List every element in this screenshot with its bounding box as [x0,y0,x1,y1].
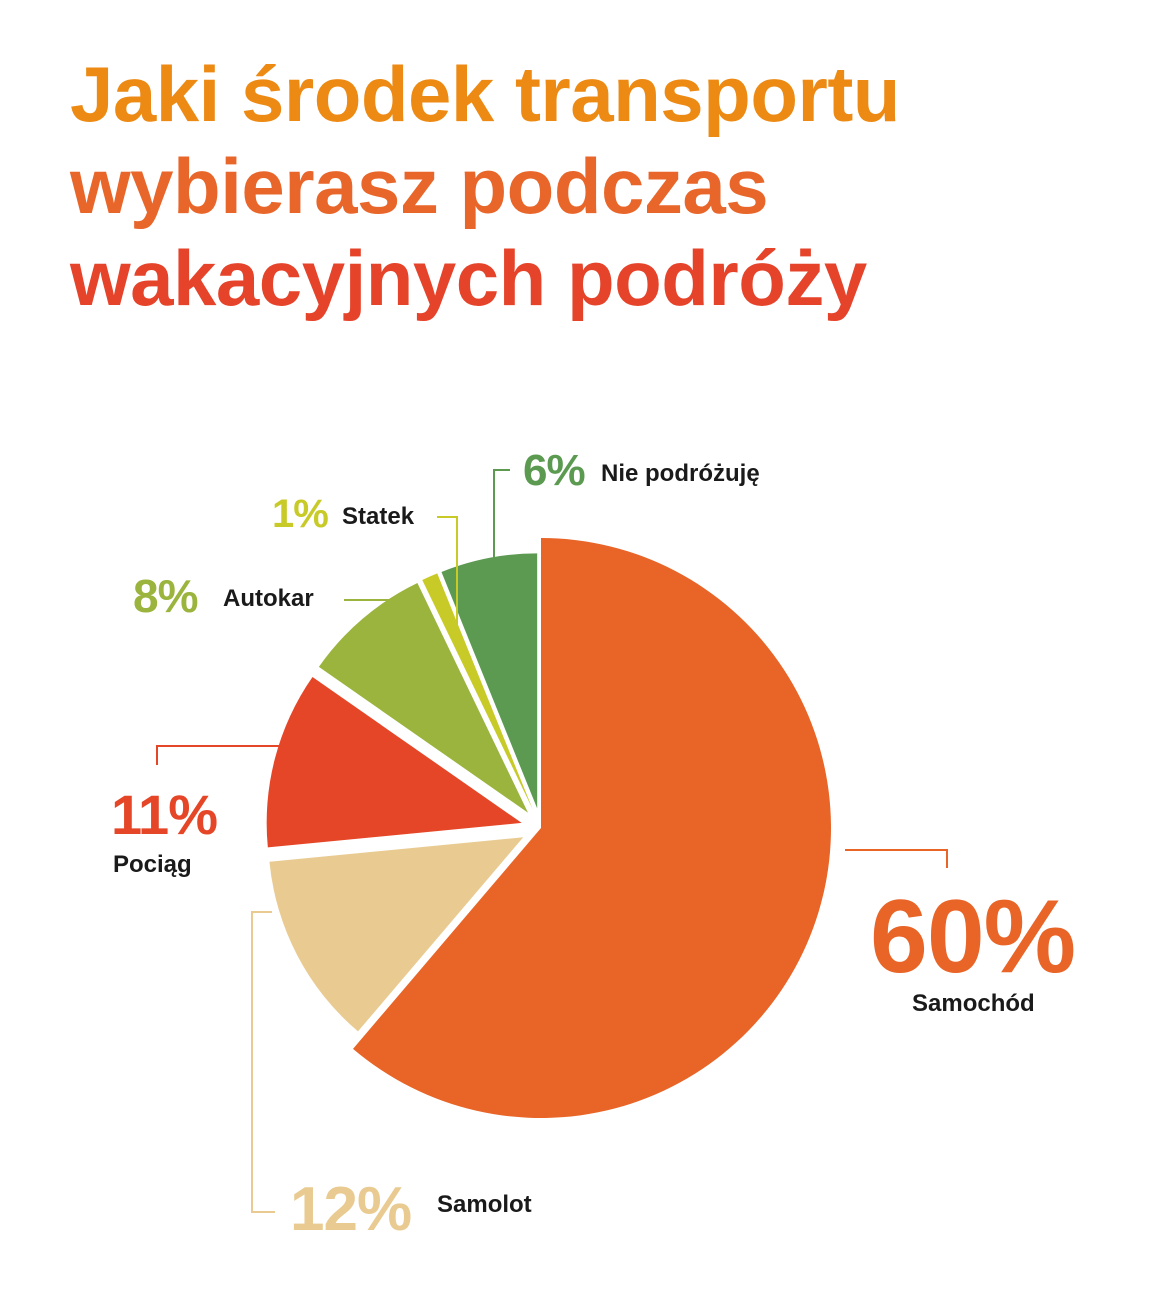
value-label-samochod: 60% [870,879,1075,995]
leader-line-nie-podrozuje [493,469,510,612]
value-label-samolot: 12% [290,1175,411,1244]
chart-title: Jaki środek transportu wybierasz podczas… [70,48,1130,324]
category-label-pociag: Pociąg [113,851,192,878]
pie-slice-samochod [353,538,831,1118]
category-label-autokar: Autokar [223,585,314,612]
category-label-nie-podrozuje: Nie podróżuję [601,460,760,487]
pie-slice-samolot [269,837,524,1032]
leader-line-samochod [845,849,948,868]
title-line-3: wakacyjnych podróży [70,234,867,322]
leader-line-statek [437,516,458,640]
category-label-samolot: Samolot [437,1191,532,1218]
slice-labels: 60%Samochód 12% Samolot 11% Pociąg 8% Autokar 1… [111,446,1076,1244]
leader-lines [156,469,948,1213]
value-label-autokar: 8% [133,570,198,622]
pie-slice-pociag [266,677,522,848]
category-label-samochod: Samochód [912,990,1035,1017]
value-label-nie-podrozuje: 6% [523,446,585,495]
pie-slice-nie-podrozuje [441,553,538,809]
leader-line-pociag [156,745,300,765]
pie-slice-statek [422,573,533,810]
leader-line-samolot [251,911,275,1213]
title-line-1: Jaki środek transportu [70,50,900,138]
pie-slice-autokar [318,583,529,813]
value-label-pociag: 11% [111,783,217,846]
value-label-statek: 1% [272,492,328,536]
leader-line-autokar [344,599,397,642]
category-label-statek: Statek [342,503,415,530]
pie-slices [266,538,831,1118]
title-line-2: wybierasz podczas [70,142,769,230]
